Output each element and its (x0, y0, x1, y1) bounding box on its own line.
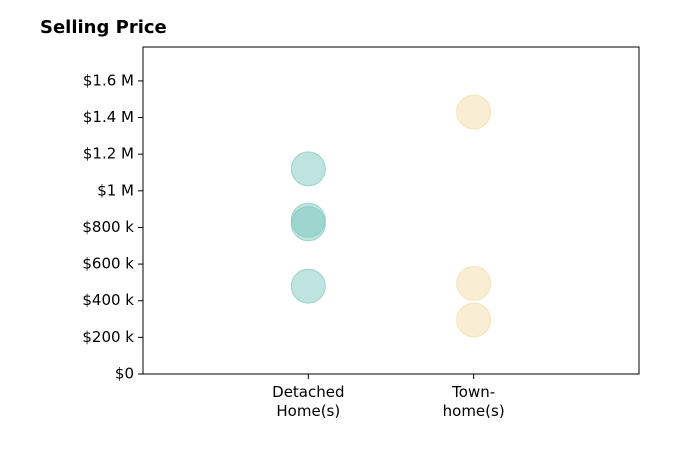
y-tick-label: $1 M (97, 181, 134, 199)
y-tick-label: $400 k (82, 291, 134, 309)
y-tick-label: $0 (115, 365, 134, 383)
point (290, 268, 326, 304)
point (456, 94, 492, 130)
y-tick-label: $1.6 M (83, 71, 134, 89)
y-tick-label: $200 k (82, 328, 134, 346)
point (456, 265, 492, 301)
y-tick-label: $800 k (82, 218, 134, 236)
x-tick-label: Detached Home(s) (272, 383, 344, 420)
point (290, 206, 326, 242)
y-tick-label: $600 k (82, 255, 134, 273)
chart-title: Selling Price (40, 17, 167, 38)
plot-frame (142, 46, 640, 375)
point (456, 302, 492, 338)
y-tick-label: $1.4 M (83, 108, 134, 126)
y-tick-label: $1.2 M (83, 145, 134, 163)
x-tick-label: Town-home(s) (443, 383, 505, 420)
point (290, 151, 326, 187)
